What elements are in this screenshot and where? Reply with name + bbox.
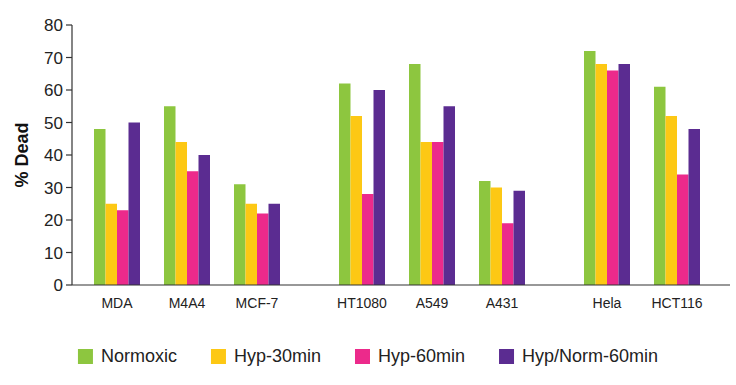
bar xyxy=(666,116,678,285)
bar xyxy=(117,210,129,285)
y-tick xyxy=(66,219,72,220)
bar xyxy=(257,214,269,286)
legend-swatch xyxy=(499,349,514,364)
y-tick xyxy=(66,57,72,58)
bar xyxy=(129,123,141,286)
y-tick-label: 60 xyxy=(44,81,63,100)
bars xyxy=(94,51,700,285)
bar xyxy=(106,204,118,285)
bar xyxy=(421,142,433,285)
legend-label: Hyp-60min xyxy=(378,346,465,366)
y-tick-label: 0 xyxy=(54,276,63,295)
y-tick-label: 50 xyxy=(44,114,63,133)
x-tick-label: HT1080 xyxy=(337,295,387,311)
x-tick-label: A431 xyxy=(486,295,519,311)
x-tick-label: MCF-7 xyxy=(236,295,279,311)
x-tick-label: HCT116 xyxy=(651,295,702,311)
bar xyxy=(199,155,211,285)
bar xyxy=(607,71,619,286)
y-tick xyxy=(66,89,72,90)
bar xyxy=(164,106,176,285)
legend-label: Hyp-30min xyxy=(234,346,321,366)
legend-swatch xyxy=(78,349,93,364)
legend: Normoxic Hyp-30min Hyp-60min Hyp/Norm-60min xyxy=(78,346,658,366)
legend-label: Hyp/Norm-60min xyxy=(522,346,658,366)
x-tick-label: MDA xyxy=(101,295,133,311)
bar xyxy=(596,64,608,285)
y-tick xyxy=(66,122,72,123)
y-tick xyxy=(66,24,72,25)
y-tick xyxy=(66,252,72,253)
bar xyxy=(479,181,491,285)
legend-swatch xyxy=(211,349,226,364)
bar xyxy=(444,106,456,285)
bar xyxy=(269,204,281,285)
y-tick xyxy=(66,154,72,155)
x-axis xyxy=(72,284,730,285)
y-tick-label: 40 xyxy=(44,146,63,165)
x-tick-label: M4A4 xyxy=(169,295,206,311)
y-tick-label: 30 xyxy=(44,179,63,198)
bar xyxy=(584,51,596,285)
bar xyxy=(351,116,363,285)
bar xyxy=(94,129,106,285)
y-tick xyxy=(66,284,72,285)
bar xyxy=(362,194,374,285)
bar xyxy=(619,64,631,285)
legend-label: Normoxic xyxy=(101,346,177,366)
bar xyxy=(514,191,526,285)
x-tick-label: Hela xyxy=(593,295,622,311)
y-tick-label: 10 xyxy=(44,244,63,263)
bar xyxy=(502,223,514,285)
y-tick-label: 20 xyxy=(44,211,63,230)
bar xyxy=(491,188,503,286)
bar xyxy=(187,171,199,285)
bar xyxy=(339,84,351,286)
y-axis-label: % Dead xyxy=(12,122,32,187)
y-tick xyxy=(66,187,72,188)
bar xyxy=(409,64,421,285)
bar xyxy=(234,184,246,285)
bar xyxy=(689,129,701,285)
legend-swatch xyxy=(355,349,370,364)
bar xyxy=(374,90,386,285)
bar xyxy=(432,142,444,285)
y-tick-label: 80 xyxy=(44,16,63,35)
bar xyxy=(677,175,689,286)
y-tick-label: 70 xyxy=(44,49,63,68)
bar xyxy=(246,204,258,285)
bar xyxy=(176,142,188,285)
x-tick-label: A549 xyxy=(416,295,449,311)
bar xyxy=(654,87,666,285)
